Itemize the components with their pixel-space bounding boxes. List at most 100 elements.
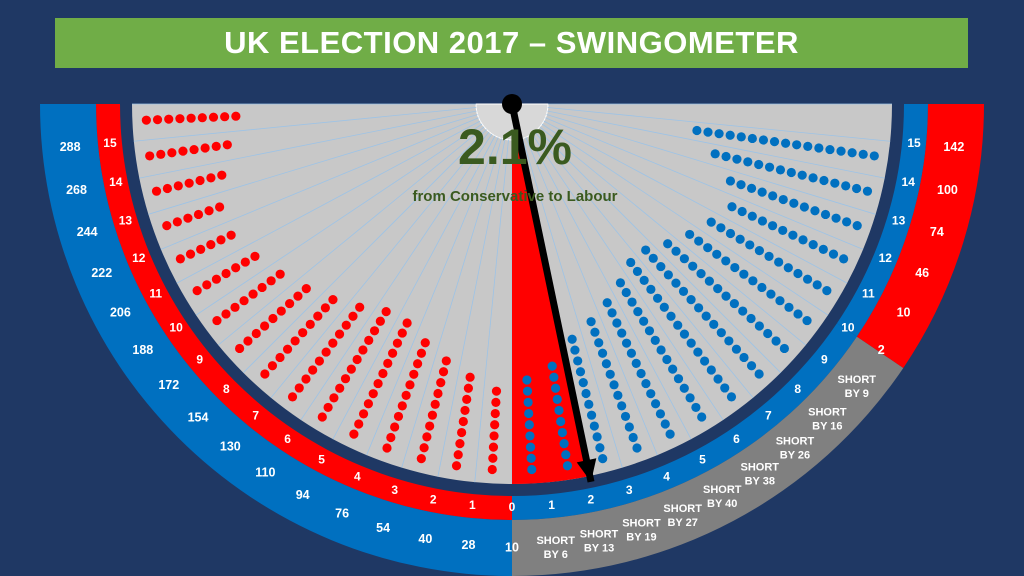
guide-line bbox=[139, 110, 477, 179]
labour-majority-label: 188 bbox=[132, 343, 153, 357]
labour-seat-dot bbox=[451, 461, 462, 471]
conservative-seat-dot bbox=[693, 347, 703, 357]
shortfall-label: SHORT bbox=[580, 528, 619, 540]
labour-seat-dot bbox=[387, 348, 398, 358]
labour-seat-dot bbox=[216, 235, 226, 245]
conservative-seat-dot bbox=[644, 326, 655, 336]
conservative-seat-dot bbox=[764, 162, 775, 172]
shortfall-label: BY 9 bbox=[845, 388, 869, 400]
conservative-seat-dot bbox=[818, 244, 828, 254]
conservative-seat-dot bbox=[633, 307, 643, 317]
conservative-seat-dot bbox=[721, 291, 731, 301]
conservative-seat-dot bbox=[671, 246, 681, 256]
labour-seat-dot bbox=[405, 380, 415, 390]
labour-seat-dot bbox=[173, 181, 183, 191]
conservative-seat-dot bbox=[621, 338, 632, 348]
conservative-seat-dot bbox=[706, 365, 716, 375]
labour-seat-dot bbox=[334, 329, 345, 339]
labour-seat-dot bbox=[285, 298, 295, 309]
labour-swing-tick-label: 1 bbox=[469, 498, 476, 512]
conservative-seat-dot bbox=[747, 133, 757, 144]
shortfall-label: SHORT bbox=[622, 518, 661, 530]
conservative-seat-dot bbox=[771, 336, 781, 346]
conservative-seat-dot bbox=[869, 151, 879, 161]
labour-seat-dot bbox=[401, 390, 411, 400]
conservative-seat-dot bbox=[656, 345, 666, 355]
conservative-seat-dot bbox=[754, 159, 764, 170]
guide-line bbox=[525, 137, 658, 456]
conservative-seat-dot bbox=[798, 235, 808, 245]
labour-seat-dot bbox=[243, 336, 253, 346]
labour-seat-dot bbox=[457, 427, 467, 438]
conservative-seat-dot bbox=[598, 453, 608, 464]
conservative-swing-tick-label: 9 bbox=[821, 352, 828, 366]
guide-line bbox=[300, 133, 493, 421]
guide-line bbox=[534, 131, 754, 398]
conservative-seat-dot bbox=[660, 419, 670, 429]
labour-seat-dot bbox=[230, 302, 240, 312]
conservative-seat-dot bbox=[830, 178, 840, 188]
conservative-seat-dot bbox=[739, 352, 749, 363]
labour-seat-dot bbox=[172, 217, 182, 227]
conservative-seat-dot bbox=[626, 348, 637, 358]
conservative-seat-dot bbox=[679, 383, 689, 393]
conservative-seat-dot bbox=[792, 140, 802, 150]
conservative-seat-dot bbox=[852, 221, 862, 231]
conservative-seat-dot bbox=[652, 293, 663, 303]
shortfall-label: BY 6 bbox=[544, 549, 568, 561]
conservative-seat-dot bbox=[650, 399, 661, 409]
labour-majority-label: 244 bbox=[77, 225, 98, 239]
labour-swing-tick-label: 4 bbox=[354, 469, 361, 483]
conservative-seat-dot bbox=[789, 198, 799, 208]
conservative-seat-dot bbox=[842, 217, 852, 227]
labour-seat-dot bbox=[381, 307, 391, 317]
conservative-seat-dot bbox=[613, 390, 623, 400]
swing-percentage: 2.1% bbox=[458, 119, 572, 175]
labour-seat-dot bbox=[358, 345, 368, 355]
labour-seat-dot bbox=[491, 397, 501, 407]
conservative-seat-dot bbox=[758, 135, 769, 145]
conservative-seat-dot bbox=[730, 262, 740, 273]
conservative-seat-dot bbox=[802, 274, 813, 284]
guide-line bbox=[522, 138, 623, 468]
labour-seat-dot bbox=[152, 115, 163, 125]
labour-seat-dot bbox=[192, 286, 202, 296]
labour-swing-tick-label: 8 bbox=[223, 382, 230, 396]
conservative-seat-dot bbox=[721, 151, 731, 162]
labour-majority-label: 54 bbox=[376, 521, 390, 535]
guide-line bbox=[528, 135, 692, 440]
conservative-seat-dot bbox=[525, 431, 535, 441]
conservative-seat-dot bbox=[557, 427, 567, 438]
conservative-seat-dot bbox=[810, 206, 820, 216]
swing-needle bbox=[508, 103, 595, 483]
conservative-seat-dot bbox=[527, 464, 537, 475]
conservative-seat-dot bbox=[561, 450, 571, 460]
labour-seat-dot bbox=[266, 276, 276, 286]
conservative-seat-dot bbox=[767, 221, 778, 231]
conservative-swing-tick-label: 12 bbox=[879, 251, 893, 265]
labour-seat-dot bbox=[490, 420, 500, 430]
conservative-seat-dot bbox=[697, 412, 707, 422]
conservative-seat-dot bbox=[700, 356, 710, 366]
labour-seat-dot bbox=[346, 364, 356, 374]
labour-seat-dot bbox=[455, 439, 465, 449]
conservative-seat-dot bbox=[712, 249, 722, 259]
conservative-seat-dot bbox=[808, 173, 818, 183]
labour-majority-ring bbox=[40, 104, 512, 576]
labour-seat-dot bbox=[422, 432, 432, 442]
swing-caption: from Conservative to Labour bbox=[412, 188, 618, 205]
conservative-seat-dot bbox=[763, 328, 773, 339]
guide-line bbox=[332, 135, 496, 440]
conservative-seat-dot bbox=[783, 263, 793, 273]
conservative-seat-dot bbox=[713, 374, 723, 384]
labour-seat-dot bbox=[436, 378, 446, 388]
conservative-seat-dot bbox=[735, 234, 745, 244]
labour-seat-dot bbox=[257, 282, 267, 293]
conservative-seat-dot bbox=[836, 146, 846, 156]
labour-majority-label: 130 bbox=[220, 440, 241, 454]
conservative-swing-tick-label: 6 bbox=[733, 432, 740, 446]
labour-majority-label: 28 bbox=[462, 538, 476, 552]
labour-majority-label: 222 bbox=[91, 266, 112, 280]
labour-seat-dot bbox=[328, 338, 338, 348]
